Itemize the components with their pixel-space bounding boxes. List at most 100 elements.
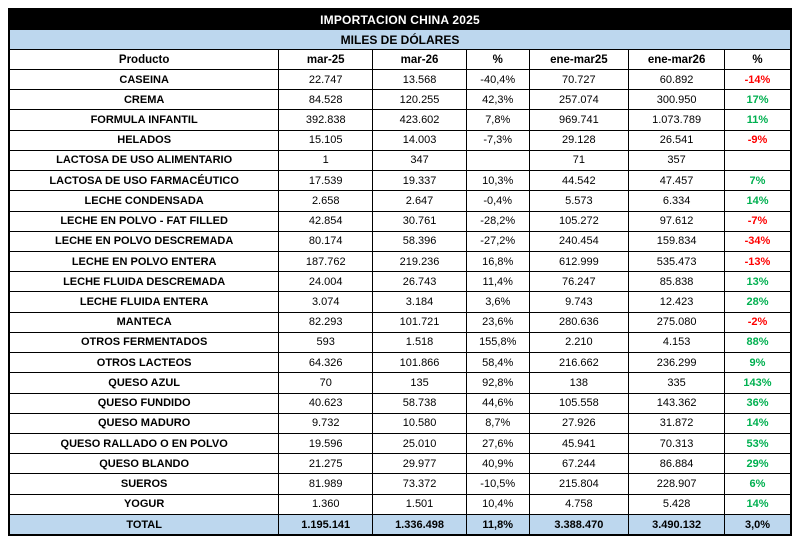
enemar26-value-cell: 335: [628, 372, 725, 394]
table-row: LECHE EN POLVO - FAT FILLED 42.854 30.761-…: [8, 210, 792, 232]
month-pct-cell: -10,5%: [465, 473, 530, 495]
yoy-pct-cell: -9%: [723, 129, 792, 151]
yoy-pct-cell: 7%: [723, 170, 792, 192]
enemar25-value-cell: 44.542: [528, 170, 630, 192]
table-row: YOGUR 1.360 1.501 10,4% 4.758 5.428 14%: [8, 493, 792, 516]
month-pct-cell: 11,8%: [465, 514, 530, 536]
enemar26-value-cell: 5.428: [628, 493, 725, 516]
month-pct-cell: 58,4%: [465, 352, 530, 374]
table-row: QUESO FUNDIDO 40.623 58.738 44,6% 105.558 143…: [8, 392, 792, 414]
mar25-value-cell: 24.004: [278, 271, 374, 293]
month-pct-cell: -7,3%: [465, 129, 530, 151]
mar26-value-cell: 347: [372, 149, 467, 172]
column-header-2: mar-26: [372, 49, 467, 70]
table-row: FORMULA INFANTIL 392.838 423.602 7,8% 969.74…: [8, 109, 792, 131]
month-pct-cell: 92,8%: [465, 372, 530, 394]
mar25-value-cell: 3.074: [278, 291, 374, 313]
mar25-value-cell: 81.989: [278, 473, 374, 495]
month-pct-cell: 8,7%: [465, 412, 530, 434]
table-row: CASEINA 22.747 13.568 -40,4% 70.727 60.892 -14…: [8, 68, 792, 91]
enemar26-value-cell: 535.473: [628, 250, 725, 273]
product-cell: QUESO RALLADO O EN POLVO: [8, 432, 280, 455]
enemar26-value-cell: 1.073.789: [628, 109, 725, 131]
month-pct-cell: 16,8%: [465, 250, 530, 273]
enemar25-value-cell: 612.999: [528, 250, 630, 273]
product-cell: CREMA: [8, 89, 280, 111]
mar25-value-cell: 593: [278, 331, 374, 354]
yoy-pct-cell: 14%: [723, 412, 792, 434]
enemar25-value-cell: 3.388.470: [528, 514, 630, 536]
mar26-value-cell: 58.738: [372, 392, 467, 414]
yoy-pct-cell: -2%: [723, 311, 792, 333]
month-pct-cell: -27,2%: [465, 230, 530, 252]
yoy-pct-cell: 9%: [723, 352, 792, 374]
mar25-value-cell: 1.360: [278, 493, 374, 516]
yoy-pct-cell: 14%: [723, 190, 792, 212]
column-header-row: Producto mar-25 mar-26% ene-mar25 ene-mar26%: [8, 49, 792, 70]
column-header-5: ene-mar26: [628, 49, 725, 70]
month-pct-cell: -0,4%: [465, 190, 530, 212]
enemar26-value-cell: 6.334: [628, 190, 725, 212]
product-cell: LECHE CONDENSADA: [8, 190, 280, 212]
enemar25-value-cell: 67.244: [528, 453, 630, 475]
mar26-value-cell: 30.761: [372, 210, 467, 232]
table-row: LECHE CONDENSADA 2.658 2.647 -0,4% 5.573 6.33…: [8, 190, 792, 212]
yoy-pct-cell: 88%: [723, 331, 792, 354]
enemar26-value-cell: 275.080: [628, 311, 725, 333]
product-cell: LECHE EN POLVO ENTERA: [8, 250, 280, 273]
product-cell: LACTOSA DE USO ALIMENTARIO: [8, 149, 280, 172]
product-cell: LECHE FLUIDA DESCREMADA: [8, 271, 280, 293]
mar26-value-cell: 101.866: [372, 352, 467, 374]
enemar25-value-cell: 257.074: [528, 89, 630, 111]
table-row: CREMA 84.528 120.255 42,3% 257.074 300.950 17%: [8, 89, 792, 111]
enemar25-value-cell: 9.743: [528, 291, 630, 313]
enemar25-value-cell: 969.741: [528, 109, 630, 131]
mar25-value-cell: 84.528: [278, 89, 374, 111]
month-pct-cell: 10,4%: [465, 493, 530, 516]
enemar25-value-cell: 2.210: [528, 331, 630, 354]
yoy-pct-cell: 13%: [723, 271, 792, 293]
mar26-value-cell: 423.602: [372, 109, 467, 131]
product-cell: HELADOS: [8, 129, 280, 151]
enemar26-value-cell: 143.362: [628, 392, 725, 414]
column-header-4: ene-mar25: [528, 49, 630, 70]
product-cell: LECHE FLUIDA ENTERA: [8, 291, 280, 313]
yoy-pct-cell: -14%: [723, 68, 792, 91]
month-pct-cell: 23,6%: [465, 311, 530, 333]
enemar26-value-cell: 47.457: [628, 170, 725, 192]
enemar25-value-cell: 216.662: [528, 352, 630, 374]
total-row: TOTAL 1.195.141 1.336.498 11,8% 3.388.470 3.4…: [8, 514, 792, 536]
enemar25-value-cell: 240.454: [528, 230, 630, 252]
enemar25-value-cell: 45.941: [528, 432, 630, 455]
table-row: OTROS LACTEOS 64.326 101.866 58,4% 216.662 23…: [8, 352, 792, 374]
table-footer: TOTAL 1.195.141 1.336.498 11,8% 3.388.470 3.4…: [8, 514, 792, 536]
mar25-value-cell: 70: [278, 372, 374, 394]
table-row: SUEROS 81.989 73.372 -10,5% 215.804 228.907 6%: [8, 473, 792, 495]
month-pct-cell: 7,8%: [465, 109, 530, 131]
mar25-value-cell: 187.762: [278, 250, 374, 273]
column-header-1: mar-25: [278, 49, 374, 70]
table-row: OTROS FERMENTADOS 593 1.518 155,8% 2.210 4.15…: [8, 331, 792, 354]
yoy-pct-cell: 53%: [723, 432, 792, 455]
product-cell: MANTECA: [8, 311, 280, 333]
table-row: LECHE EN POLVO ENTERA 187.762 219.236 16,8%…: [8, 250, 792, 273]
yoy-pct-cell: -34%: [723, 230, 792, 252]
yoy-pct-cell: 28%: [723, 291, 792, 313]
enemar25-value-cell: 138: [528, 372, 630, 394]
enemar26-value-cell: 60.892: [628, 68, 725, 91]
table-row: LECHE FLUIDA ENTERA 3.074 3.184 3,6% 9.743 12…: [8, 291, 792, 313]
mar25-value-cell: 42.854: [278, 210, 374, 232]
mar25-value-cell: 64.326: [278, 352, 374, 374]
enemar25-value-cell: 105.272: [528, 210, 630, 232]
mar26-value-cell: 25.010: [372, 432, 467, 455]
month-pct-cell: 27,6%: [465, 432, 530, 455]
table-row: LECHE EN POLVO DESCREMADA 80.174 58.396 -27…: [8, 230, 792, 252]
enemar26-value-cell: 70.313: [628, 432, 725, 455]
product-cell: CASEINA: [8, 68, 280, 91]
month-pct-cell: 42,3%: [465, 89, 530, 111]
mar26-value-cell: 1.336.498: [372, 514, 467, 536]
mar25-value-cell: 2.658: [278, 190, 374, 212]
product-cell: SUEROS: [8, 473, 280, 495]
product-cell: YOGUR: [8, 493, 280, 516]
mar26-value-cell: 120.255: [372, 89, 467, 111]
